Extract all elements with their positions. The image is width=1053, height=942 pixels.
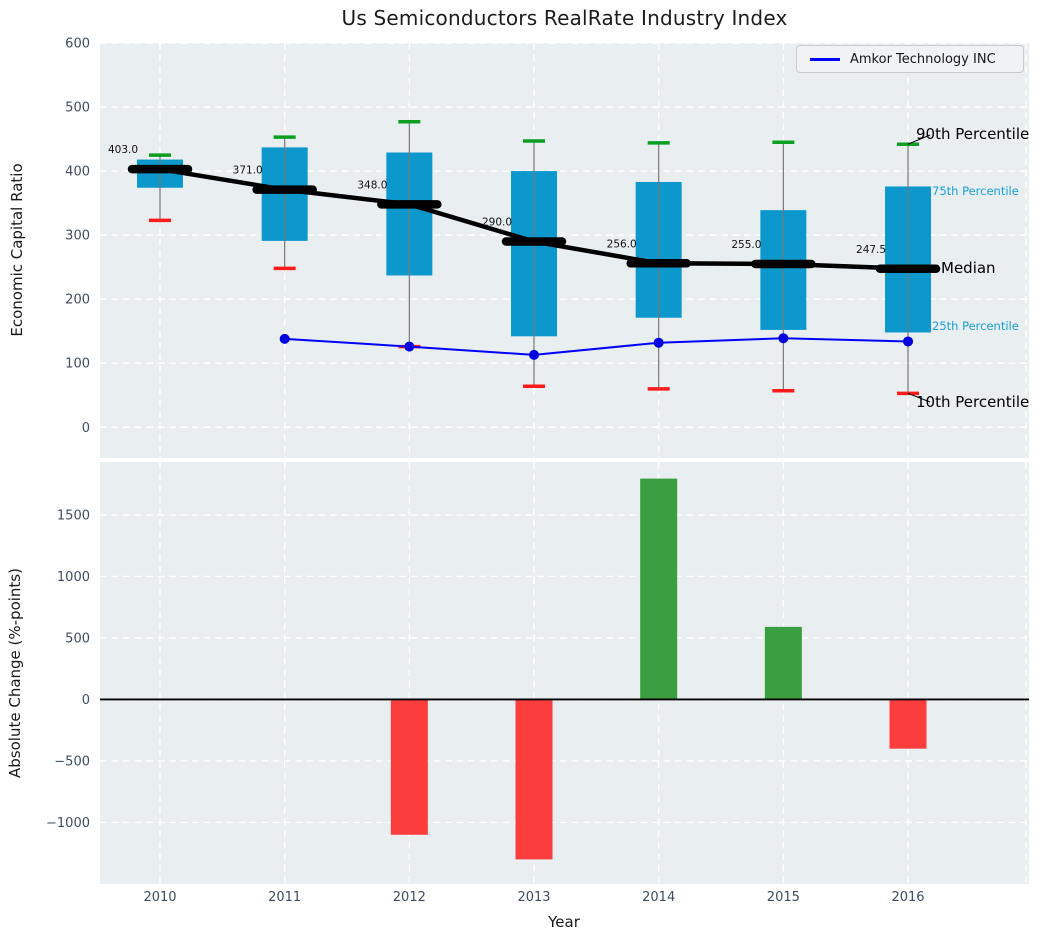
ytick-bottom--1000: −1000 (46, 816, 90, 831)
annotation-75th-percentile: 75th Percentile (932, 184, 1019, 198)
ytick-bottom-0: 0 (82, 693, 90, 708)
leader-line-90th (907, 134, 931, 145)
xtick-2012: 2012 (393, 890, 426, 905)
y-axis-label-top: Economic Capital Ratio (8, 163, 26, 336)
legend-label: Amkor Technology INC (850, 51, 996, 67)
y-axis-label-bottom: Absolute Change (%-points) (6, 568, 24, 778)
amkor-line (284, 337, 909, 356)
ytick-bottom-1500: 1500 (57, 508, 90, 523)
chart-title: Us Semiconductors RealRate Industry Inde… (341, 6, 788, 30)
xtick-2011: 2011 (268, 890, 301, 905)
median-value-label-2012: 348.0 (357, 179, 387, 191)
median-value-label-2013: 290.0 (482, 217, 512, 229)
annotation-median: Median (941, 259, 996, 277)
annotation-25th-percentile: 25th Percentile (932, 319, 1019, 333)
median-value-label-2016: 247.5 (856, 244, 886, 256)
legend-line-sample (810, 57, 840, 61)
x-axis-label: Year (547, 913, 581, 931)
top-panel-background (100, 43, 1029, 458)
bar-2016 (889, 699, 927, 749)
ytick-top-500: 500 (65, 101, 90, 116)
ytick-top-200: 200 (65, 293, 90, 308)
median-value-label-2014: 256.0 (607, 238, 637, 250)
ytick-top-300: 300 (65, 229, 90, 244)
ytick-top-600: 600 (65, 37, 90, 52)
xtick-2016: 2016 (891, 890, 924, 905)
xtick-2010: 2010 (143, 890, 176, 905)
ytick-bottom--500: −500 (54, 754, 90, 769)
bottom-panel-background (100, 462, 1029, 884)
legend: Amkor Technology INC (796, 45, 1024, 73)
median-value-label-2011: 371.0 (233, 165, 263, 177)
median-value-label-2015: 255.0 (731, 239, 761, 251)
annotation-90th-percentile: 90th Percentile (916, 125, 1029, 143)
xtick-2015: 2015 (767, 890, 800, 905)
annotation-10th-percentile: 10th Percentile (916, 393, 1029, 411)
xtick-2013: 2013 (517, 890, 550, 905)
median-value-label-2010: 403.0 (108, 144, 138, 156)
xtick-2014: 2014 (642, 890, 675, 905)
amkor-point-2014 (653, 337, 664, 348)
ytick-top-400: 400 (65, 165, 90, 180)
amkor-point-2011 (279, 333, 290, 344)
generated-chart-content: 403.0 371.0 348.0 290.0 256.0 255.0 247.5 90th … (46, 37, 1029, 906)
bar-2014 (640, 478, 678, 700)
leader-line-10th (907, 392, 931, 403)
ytick-top-0: 0 (82, 421, 90, 436)
amkor-point-2012 (404, 341, 415, 352)
bar-2015 (764, 626, 802, 700)
amkor-point-2015 (778, 333, 789, 344)
bar-2013 (515, 699, 553, 860)
bar-2012 (390, 699, 428, 835)
ytick-bottom-1000: 1000 (57, 570, 90, 585)
amkor-point-2016 (903, 336, 914, 347)
ytick-bottom-500: 500 (65, 631, 90, 646)
ytick-top-100: 100 (65, 357, 90, 372)
amkor-point-2013 (529, 349, 540, 360)
